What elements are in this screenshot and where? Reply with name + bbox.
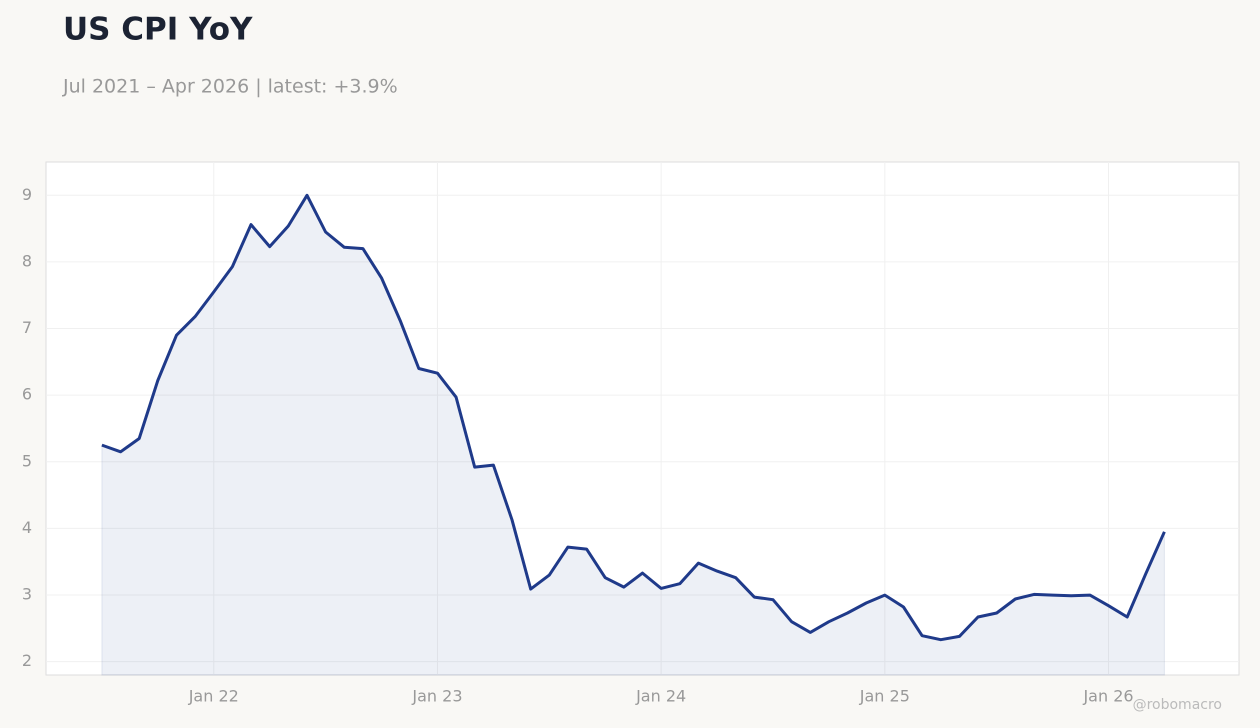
- x-tick-label: Jan 26: [1082, 687, 1133, 706]
- y-tick-label: 4: [22, 518, 32, 537]
- x-tick-label: Jan 25: [859, 687, 910, 706]
- plot-area: [45, 161, 1240, 676]
- y-tick-label: 7: [22, 318, 32, 337]
- y-tick-label: 3: [22, 585, 32, 604]
- y-tick-label: 6: [22, 385, 32, 404]
- x-tick-label: Jan 22: [188, 687, 239, 706]
- y-tick-label: 8: [22, 251, 32, 270]
- y-tick-label: 2: [22, 651, 32, 670]
- chart-subtitle: Jul 2021 – Apr 2026 | latest: +3.9%: [62, 76, 398, 98]
- chart-title: US CPI YoY: [63, 12, 253, 48]
- x-tick-label: Jan 23: [411, 687, 462, 706]
- y-tick-label: 9: [22, 185, 32, 204]
- line: [101, 193, 1166, 642]
- watermark: @robomacro: [1133, 697, 1222, 713]
- y-tick-label: 5: [22, 451, 32, 470]
- x-tick-label: Jan 24: [635, 687, 686, 706]
